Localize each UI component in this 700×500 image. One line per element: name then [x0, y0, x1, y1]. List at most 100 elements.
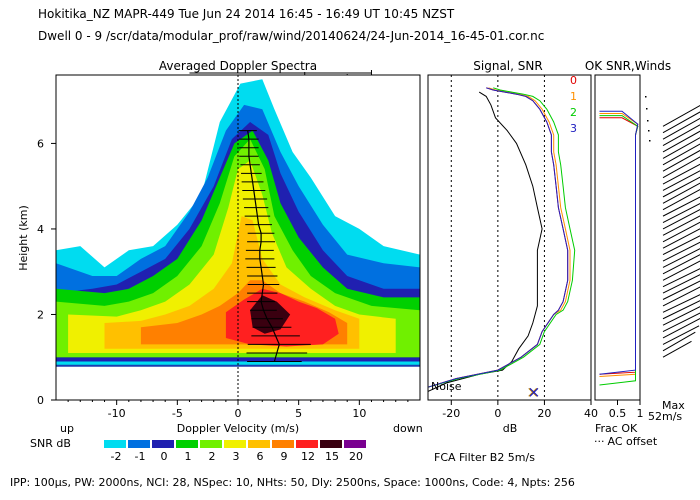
legend-level--2: -2 — [111, 450, 122, 463]
signal-series-3 — [427, 87, 569, 388]
ok-series-2 — [599, 115, 639, 386]
wind-barb — [662, 274, 700, 294]
legend-level-0: 0 — [161, 450, 168, 463]
x-tick-label: -10 — [108, 407, 126, 420]
winds-panel: Max 52m/s — [645, 96, 700, 423]
signal-snr-title: Signal, SNR — [473, 59, 542, 73]
wind-barb — [662, 215, 700, 236]
wind-barb — [662, 130, 700, 153]
x-tick-label: 40 — [584, 407, 598, 420]
x-tick-label: 0.5 — [609, 407, 627, 420]
ac-offset-text: AC offset — [608, 435, 658, 448]
wind-barb — [662, 196, 700, 217]
wind-barb — [662, 241, 700, 262]
doppler-x-label: Doppler Velocity (m/s) — [177, 422, 299, 435]
doppler-x-ticks: -10 -5 0 5 10 — [67, 400, 409, 420]
header-title: Hokitika_NZ MAPR-449 Tue Jun 24 2014 16:… — [38, 7, 455, 21]
wind-barb — [662, 312, 700, 333]
wind-barb — [662, 268, 700, 288]
snr-color-legend: SNR dB -2 -1 0 1 2 3 6 9 12 15 20 — [30, 437, 366, 463]
wind-barb — [662, 325, 700, 345]
legend-level--1: -1 — [135, 450, 146, 463]
legend-level-20: 20 — [349, 450, 363, 463]
noise-floor — [56, 364, 420, 400]
header-path: Dwell 0 - 9 /scr/data/modular_prof/raw/w… — [38, 29, 545, 43]
legend-level-2: 2 — [209, 450, 216, 463]
wind-barb — [662, 221, 700, 243]
x-tick-label: 0 — [494, 407, 501, 420]
x-marker — [529, 387, 539, 397]
snr-contour-15 — [250, 295, 291, 334]
ok-snr-lines — [599, 110, 639, 386]
wind-barb — [662, 306, 700, 326]
snr-legend-boxes — [104, 440, 366, 448]
signal-series-noise — [427, 91, 543, 392]
signal-series-2 — [427, 87, 576, 388]
signal-series-0 — [427, 87, 569, 388]
legend-entry-0: 0 — [570, 74, 577, 87]
ac-offset-dots: ··· — [594, 435, 605, 448]
legend-entry-1: 1 — [570, 90, 577, 103]
x-tick-label: 5 — [295, 407, 302, 420]
wind-max-label: Max — [662, 399, 685, 412]
doppler-spectra-title: Averaged Doppler Spectra — [159, 59, 317, 73]
x-tick-label: -5 — [172, 407, 183, 420]
signal-snr-panel: Signal, SNR -20 0 20 40 Noise dB — [427, 59, 598, 435]
signal-dotted-lines — [450, 75, 545, 400]
legend-box--1 — [128, 440, 150, 448]
wind-dot — [649, 140, 651, 142]
wind-barb — [662, 202, 700, 223]
x-tick-label: -20 — [442, 407, 460, 420]
frac-ok-label: Frac OK — [595, 422, 638, 435]
wind-barb — [662, 124, 700, 146]
ok-series-3 — [599, 110, 639, 375]
wind-barb — [662, 156, 700, 179]
wind-barb — [662, 105, 700, 127]
wind-barb — [662, 111, 700, 134]
signal-markers — [528, 387, 539, 397]
y-tick-label: 2 — [37, 308, 44, 321]
snr-legend-label: SNR dB — [30, 437, 71, 450]
legend-box-1 — [176, 440, 198, 448]
wind-dot — [646, 108, 648, 110]
height-y-label: Height (km) — [17, 205, 30, 271]
wind-barb — [662, 149, 700, 172]
wind-barb — [662, 235, 700, 256]
down-label: down — [393, 422, 423, 435]
wind-barb — [662, 294, 700, 313]
ok-series-1 — [599, 113, 639, 377]
wind-barb — [662, 182, 700, 204]
legend-box-6 — [248, 440, 270, 448]
signal-series-1 — [427, 87, 571, 388]
below-noise-area — [56, 365, 420, 400]
snr-legend-levels: -2 -1 0 1 2 3 6 9 12 15 20 — [111, 450, 363, 463]
legend-level-1: 1 — [185, 450, 192, 463]
legend-level-6: 6 — [257, 450, 264, 463]
legend-entry-3: 3 — [570, 122, 577, 135]
y-tick-label: 4 — [37, 223, 44, 236]
x-tick-label: 10 — [352, 407, 366, 420]
wind-barb — [662, 286, 700, 307]
x-tick-label: 0 — [235, 407, 242, 420]
signal-x-label: dB — [503, 422, 518, 435]
radar-parameters: IPP: 100µs, PW: 2000ns, NCI: 28, NSpec: … — [10, 476, 575, 489]
mean-velocity-profile — [238, 130, 311, 363]
x-marker — [528, 387, 538, 397]
wind-barb — [662, 318, 700, 339]
wind-barb — [662, 228, 700, 249]
legend-level-15: 15 — [325, 450, 339, 463]
legend-box--2 — [104, 440, 126, 448]
wind-barb — [662, 280, 700, 300]
wind-dot — [647, 120, 649, 122]
ok-series-0 — [599, 117, 639, 375]
legend-box-20 — [344, 440, 366, 448]
legend-box-3 — [224, 440, 246, 448]
height-y-ticks: 0 2 4 6 — [37, 137, 56, 407]
legend-box-12 — [296, 440, 318, 448]
signal-frame — [427, 74, 592, 401]
wind-barb — [662, 137, 700, 159]
wind-max-value: 52m/s — [648, 410, 682, 423]
legend-box-2 — [200, 440, 222, 448]
